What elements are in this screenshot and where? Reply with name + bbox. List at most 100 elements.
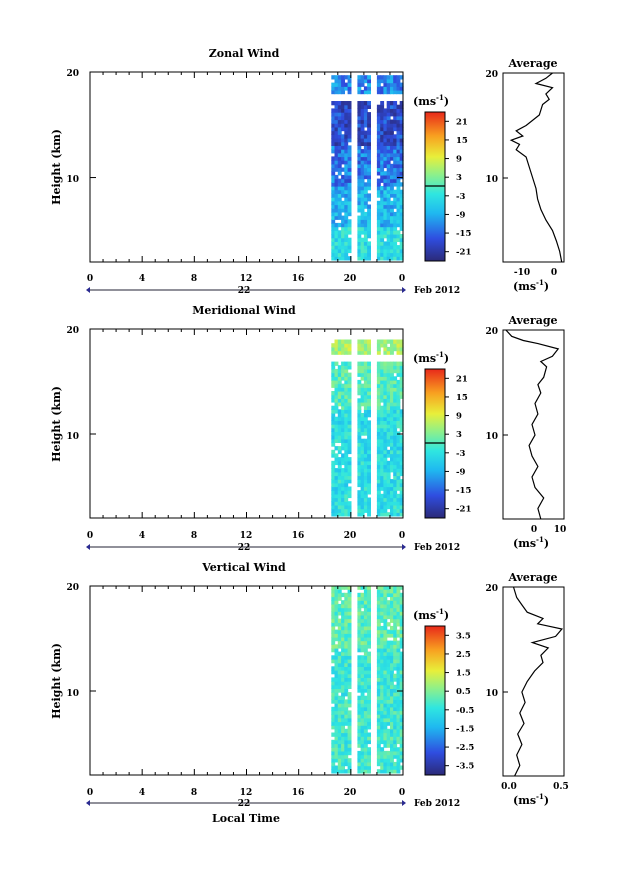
heatmap-cell [357, 339, 362, 344]
heatmap-cell [386, 361, 391, 366]
heatmap-cell [393, 754, 398, 759]
heatmap-cell [390, 512, 394, 517]
heatmap-cell [357, 138, 362, 143]
heatmap-cell [344, 629, 349, 634]
heatmap-cell [334, 471, 339, 477]
heatmap-cell [344, 365, 349, 370]
heatmap-cell [344, 728, 349, 734]
heatmap-cell [360, 152, 365, 158]
heatmap-cell [357, 126, 362, 132]
heatmap-cell [390, 640, 394, 645]
heatmap-cell [334, 186, 339, 191]
x-tick-label: 0 [399, 531, 405, 541]
heatmap-cell [357, 130, 362, 135]
heatmap-cell [367, 171, 371, 176]
heatmap-cell [334, 431, 339, 436]
heatmap-cell [357, 145, 362, 150]
heatmap-cell [331, 717, 336, 723]
heatmap-cell [383, 699, 388, 704]
heatmap-cell [357, 659, 362, 664]
heatmap-cell [390, 413, 394, 418]
heatmap-cell [363, 134, 368, 139]
heatmap-cell [337, 475, 342, 480]
heatmap-cell [357, 197, 362, 202]
heatmap-cell [337, 252, 342, 257]
heatmap-cell [396, 761, 401, 767]
heatmap-cell [363, 695, 368, 700]
heatmap-cell [363, 248, 368, 254]
heatmap-cell [386, 592, 391, 598]
heatmap-cell [341, 256, 345, 261]
heatmap-cell [337, 460, 342, 466]
y-tick-label: 20 [485, 70, 498, 80]
heatmap-cell [393, 405, 398, 410]
x-tick-label: 16 [292, 274, 305, 284]
heatmap-cell [393, 512, 398, 517]
heatmap-cell [367, 592, 371, 598]
heatmap-cell [334, 204, 339, 209]
heatmap-cell [376, 692, 381, 697]
heatmap-cell [331, 204, 336, 209]
heatmap-cell [380, 670, 385, 675]
heatmap-cell [344, 241, 349, 246]
heatmap-area [89, 71, 404, 263]
heatmap-cell [357, 758, 362, 763]
heatmap-cell [380, 112, 385, 117]
heatmap-cell [390, 394, 394, 399]
heatmap-cell [390, 339, 394, 344]
heatmap-cell [360, 611, 365, 616]
heatmap-cell [393, 193, 398, 198]
heatmap-cell [386, 230, 391, 235]
heatmap-cell [337, 688, 342, 693]
heatmap-cell [380, 420, 385, 425]
heatmap-cell [396, 171, 401, 176]
heatmap-cell [347, 208, 352, 213]
heatmap-cell [334, 758, 339, 763]
colorbar-tick-label: 15 [456, 393, 468, 403]
heatmap-cell [390, 427, 394, 432]
heatmap-cell [386, 710, 391, 715]
average-x-tick-label: 0.0 [501, 782, 517, 792]
heatmap-cell [399, 670, 404, 675]
heatmap-cell [337, 644, 342, 649]
heatmap-cell [383, 721, 388, 726]
heatmap-cell [399, 747, 404, 752]
heatmap-cell [396, 230, 401, 235]
average-x-tick-label: 10 [554, 525, 567, 535]
heatmap-cell [386, 607, 391, 612]
heatmap-cell [390, 372, 394, 377]
x-axis-label: Local Time [212, 812, 280, 825]
heatmap-cell [347, 725, 352, 730]
heatmap-cell [357, 361, 362, 366]
heatmap-cell [363, 644, 368, 649]
heatmap-cell [331, 739, 336, 745]
heatmap-cell [390, 252, 394, 257]
heatmap-cell [337, 490, 342, 495]
heatmap-cell [399, 376, 404, 381]
heatmap-cell [383, 343, 388, 348]
heatmap-cell [367, 82, 371, 87]
heatmap-cell [331, 420, 336, 425]
heatmap-cell [334, 248, 339, 254]
colorbar-tick-label: -15 [456, 229, 471, 239]
heatmap-cell [390, 725, 394, 730]
heatmap-cell [344, 618, 349, 623]
heatmap-cell [383, 413, 388, 418]
heatmap-cell [357, 618, 362, 623]
heatmap-cell [344, 75, 349, 80]
date-axis: 22 Feb 2012 [86, 286, 460, 296]
heatmap-cell [341, 104, 345, 109]
heatmap-cell [344, 156, 349, 161]
heatmap-cell [334, 200, 339, 206]
heatmap-cell [376, 464, 381, 469]
heatmap-cell [344, 431, 349, 436]
heatmap-cell [363, 234, 368, 239]
heatmap-cell [337, 343, 342, 348]
heatmap-cell [380, 211, 385, 217]
heatmap-cell [357, 108, 362, 113]
heatmap-cell [347, 431, 352, 436]
heatmap-cell [383, 149, 388, 154]
heatmap-cell [363, 189, 368, 194]
heatmap-cell [357, 611, 362, 616]
heatmap-cell [380, 600, 385, 605]
